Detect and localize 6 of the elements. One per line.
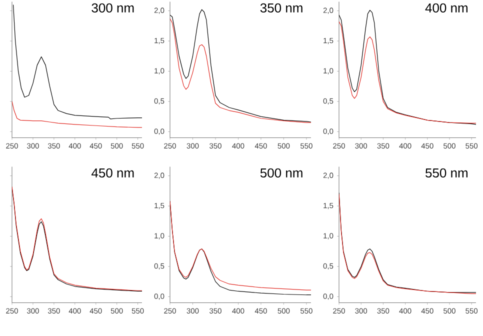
chart-title: 500 nm — [260, 168, 302, 178]
chart-title: 400 nm — [425, 3, 468, 13]
chart-title: 350 nm — [260, 3, 302, 13]
chart-title: 550 nm — [426, 168, 468, 178]
chart-title: 300 nm — [92, 3, 134, 13]
chart-title: 450 nm — [92, 168, 134, 178]
